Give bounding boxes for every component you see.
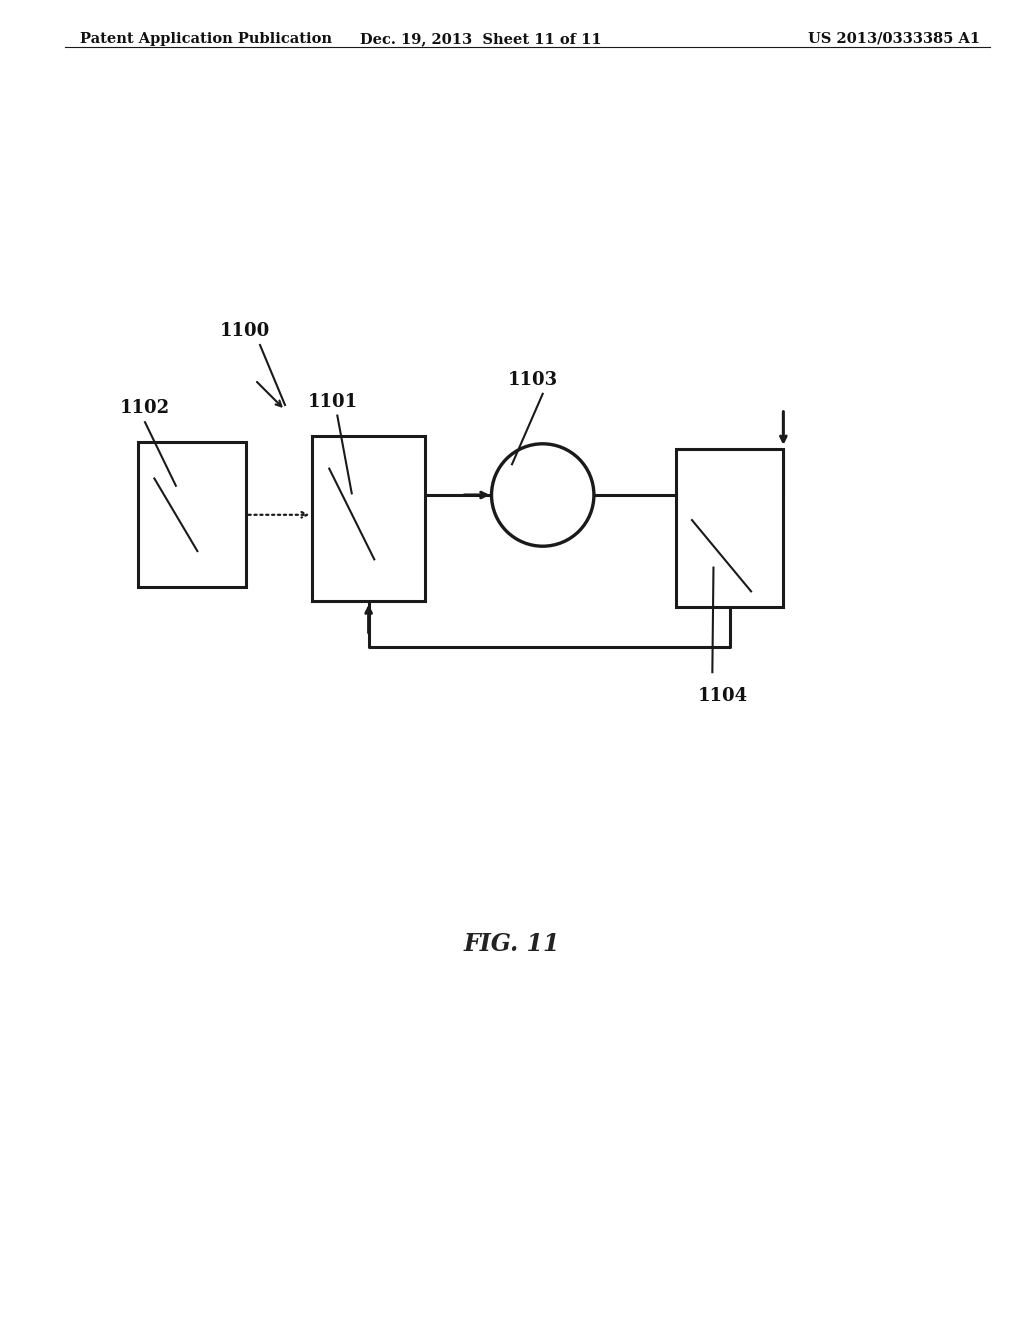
Text: 1104: 1104: [697, 688, 748, 705]
Text: US 2013/0333385 A1: US 2013/0333385 A1: [808, 32, 980, 46]
Text: 1103: 1103: [508, 371, 558, 389]
Text: FIG. 11: FIG. 11: [464, 932, 560, 956]
Bar: [312, 436, 425, 601]
Bar: [676, 449, 783, 607]
Text: Dec. 19, 2013  Sheet 11 of 11: Dec. 19, 2013 Sheet 11 of 11: [360, 32, 602, 46]
Text: 1102: 1102: [120, 399, 170, 417]
Text: 1100: 1100: [220, 322, 270, 341]
Bar: [138, 442, 246, 587]
Text: Patent Application Publication: Patent Application Publication: [80, 32, 332, 46]
Text: 1101: 1101: [307, 392, 357, 411]
Ellipse shape: [492, 444, 594, 546]
